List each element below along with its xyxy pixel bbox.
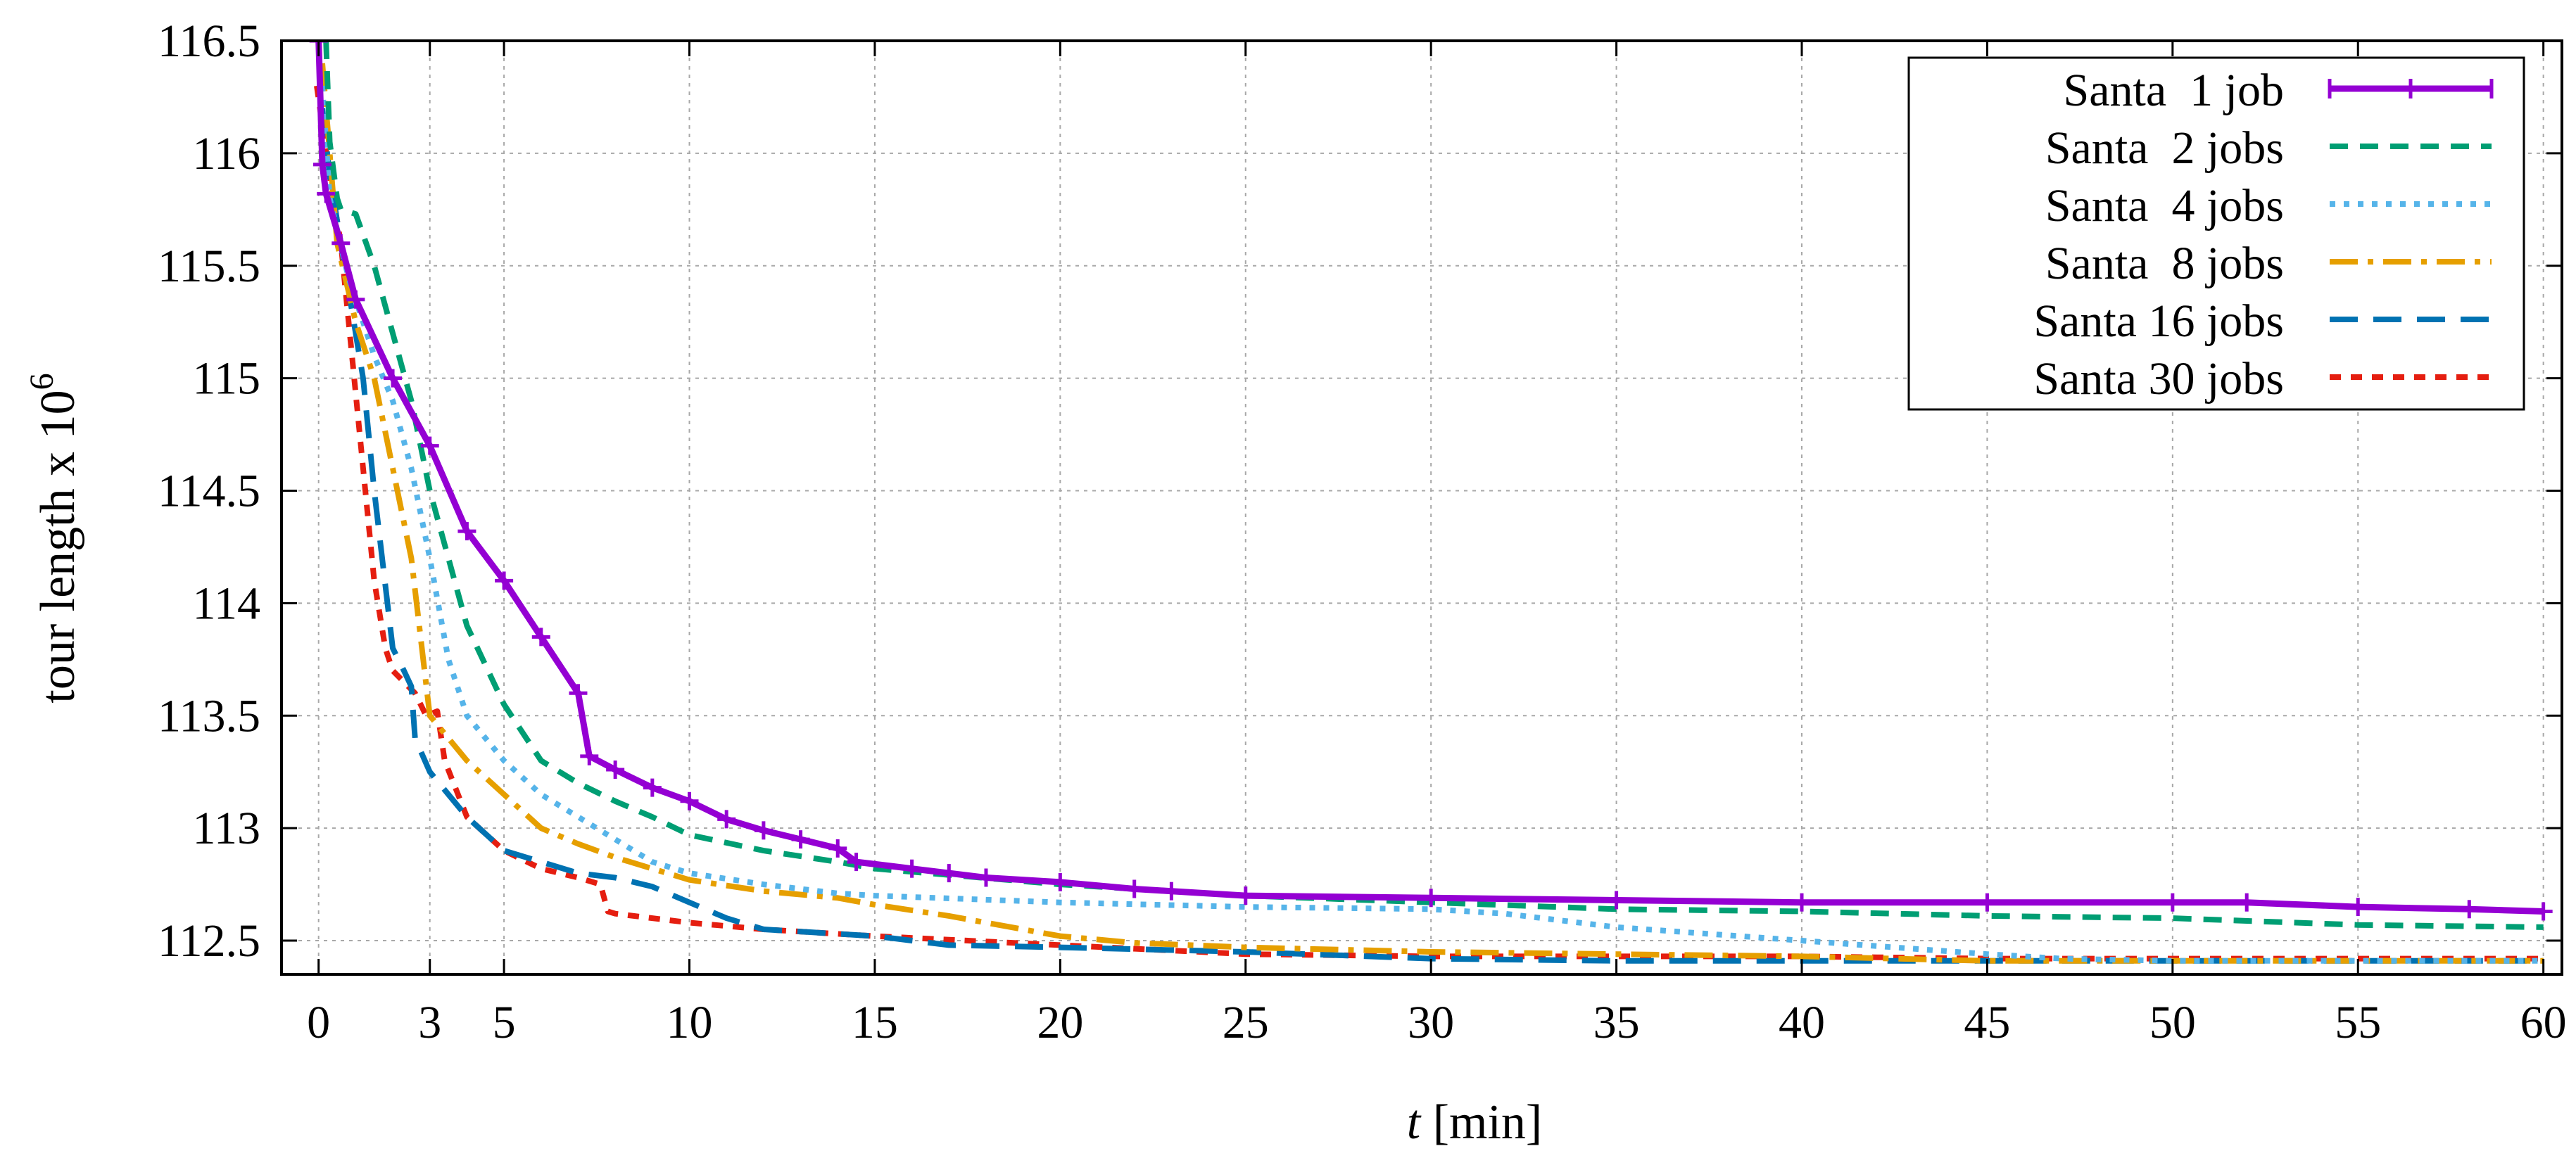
- x-tick-label: 45: [1964, 997, 2010, 1048]
- x-tick-label: 0: [307, 997, 330, 1048]
- legend-entry: Santa 1 job: [2064, 65, 2284, 116]
- x-axis-label: t [min]: [1407, 1095, 1542, 1150]
- y-tick-label: 113: [192, 803, 260, 854]
- legend-entry: Santa 16 jobs: [2033, 295, 2284, 347]
- y-tick-label: 114: [192, 578, 260, 629]
- ticks: [282, 39, 2562, 974]
- legend-box: [1907, 56, 2525, 411]
- x-tick-label: 10: [667, 997, 713, 1048]
- x-tick-label: 30: [1408, 997, 1454, 1048]
- legend-label: Santa 30 jobs: [2033, 353, 2284, 405]
- x-tick-label: 55: [2335, 997, 2381, 1048]
- series-line-4: [320, 108, 2544, 964]
- y-tick-label: 116: [192, 128, 260, 179]
- y-tick-label: 116.5: [158, 15, 260, 67]
- y-tick-labels: 112.5 113 113.5 114 114.5 115 115.5 116 …: [158, 15, 260, 967]
- x-tick-label: 50: [2149, 997, 2196, 1048]
- legend-entry: Santa 2 jobs: [2045, 122, 2284, 174]
- x-tick-label: 40: [1779, 997, 1825, 1048]
- legend: Santa 1 job Santa 2 jobs Santa 4 jobs Sa…: [1907, 56, 2525, 411]
- legend-entry: Santa 4 jobs: [2045, 180, 2284, 231]
- x-tick-label: 35: [1593, 997, 1640, 1048]
- x-tick-label: 25: [1223, 997, 1269, 1048]
- series-line-3: [320, 63, 2544, 964]
- y-tick-label: 112.5: [158, 915, 260, 967]
- legend-label: Santa 4 jobs: [2045, 180, 2284, 231]
- x-tick-label: 60: [2520, 997, 2567, 1048]
- series-lines: [309, 41, 2553, 964]
- x-tick-label: 20: [1037, 997, 1083, 1048]
- y-tick-label: 115.5: [158, 241, 260, 292]
- legend-label: Santa 8 jobs: [2045, 238, 2284, 289]
- y-tick-label: 113.5: [158, 690, 260, 742]
- legend-label: Santa 16 jobs: [2033, 295, 2284, 347]
- x-tick-label: 3: [418, 997, 441, 1048]
- legend-label: Santa 1 job: [2064, 65, 2284, 116]
- x-tick-label: 5: [493, 997, 516, 1048]
- x-tick-label: 15: [852, 997, 898, 1048]
- y-tick-label: 114.5: [158, 466, 260, 517]
- y-tick-label: 115: [192, 353, 260, 405]
- series-line-0: [315, 41, 2544, 915]
- plot-frame: [280, 39, 2563, 976]
- legend-entry: Santa 30 jobs: [2033, 353, 2284, 405]
- grid: [282, 40, 2562, 974]
- legend-label: Santa 2 jobs: [2045, 122, 2284, 174]
- legend-entry: Santa 8 jobs: [2045, 238, 2284, 289]
- x-tick-labels: 0 3 5 10 15 20 25 30 35 40 45 50 55 60: [307, 997, 2566, 1048]
- y-axis-label: tour length x 106: [23, 373, 85, 703]
- series-line-1: [323, 41, 2544, 930]
- legend-samples: [2328, 79, 2494, 380]
